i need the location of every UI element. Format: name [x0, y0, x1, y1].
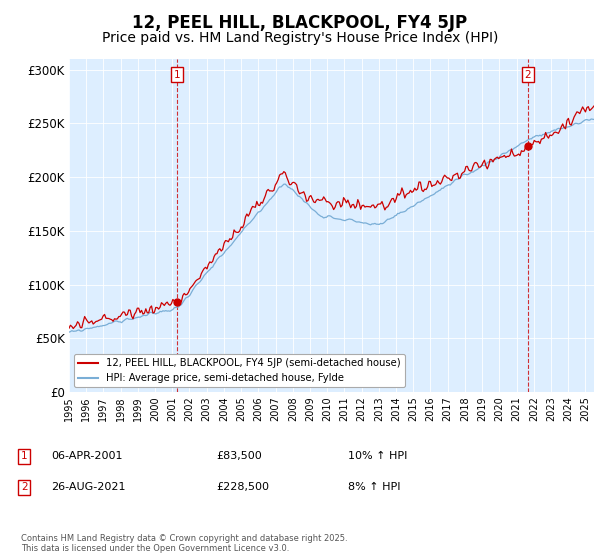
Text: 1: 1	[21, 451, 28, 461]
Text: £83,500: £83,500	[216, 451, 262, 461]
Text: 8% ↑ HPI: 8% ↑ HPI	[348, 482, 401, 492]
Text: 2: 2	[21, 482, 28, 492]
Legend: 12, PEEL HILL, BLACKPOOL, FY4 5JP (semi-detached house), HPI: Average price, sem: 12, PEEL HILL, BLACKPOOL, FY4 5JP (semi-…	[74, 354, 404, 387]
Text: £228,500: £228,500	[216, 482, 269, 492]
Text: 26-AUG-2021: 26-AUG-2021	[51, 482, 125, 492]
Text: 12, PEEL HILL, BLACKPOOL, FY4 5JP: 12, PEEL HILL, BLACKPOOL, FY4 5JP	[133, 14, 467, 32]
Text: 06-APR-2001: 06-APR-2001	[51, 451, 122, 461]
Text: 10% ↑ HPI: 10% ↑ HPI	[348, 451, 407, 461]
Text: 1: 1	[173, 69, 180, 80]
Text: Contains HM Land Registry data © Crown copyright and database right 2025.
This d: Contains HM Land Registry data © Crown c…	[21, 534, 347, 553]
Text: 2: 2	[524, 69, 531, 80]
Text: Price paid vs. HM Land Registry's House Price Index (HPI): Price paid vs. HM Land Registry's House …	[102, 31, 498, 45]
